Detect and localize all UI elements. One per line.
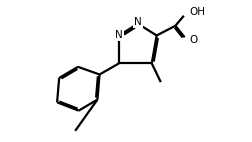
Text: OH: OH bbox=[189, 7, 205, 17]
Text: N: N bbox=[115, 30, 123, 40]
Text: N: N bbox=[134, 17, 142, 27]
Text: O: O bbox=[189, 35, 197, 45]
